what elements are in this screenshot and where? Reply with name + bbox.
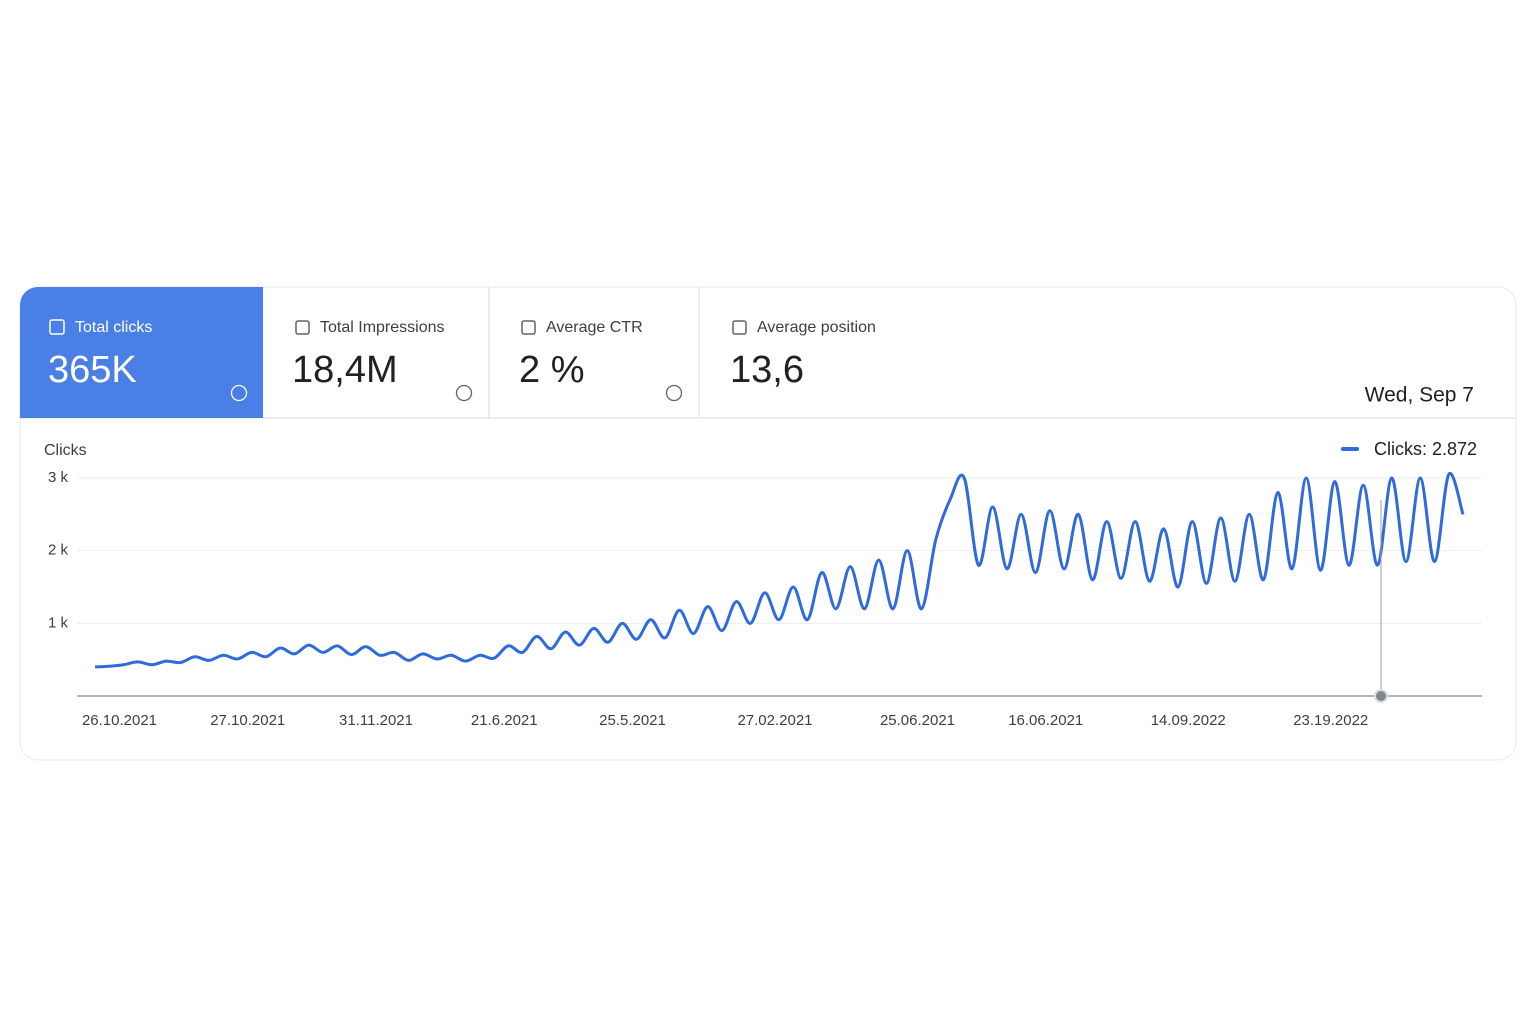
x-tick-label: 25.5.2021: [599, 712, 666, 729]
y-tick-label: 1 k: [48, 614, 69, 631]
metric-tile-selected[interactable]: [20, 287, 263, 418]
x-tick-label: 21.6.2021: [471, 712, 538, 729]
checkbox[interactable]: [521, 320, 536, 335]
x-tick-label: 25.06.2021: [880, 712, 955, 729]
metric-label: Average position: [757, 319, 876, 336]
card: [19, 286, 1517, 761]
y-tick-label: 3 k: [48, 469, 69, 486]
metric-label: Total clicks: [75, 319, 152, 336]
x-tick-label: 26.10.2021: [82, 712, 157, 729]
help-icon[interactable]: [230, 384, 248, 402]
metric-value: 365K: [48, 349, 137, 391]
checkbox[interactable]: [295, 320, 310, 335]
x-tick-label: 23.19.2022: [1293, 712, 1368, 729]
y-tick-label: 2 k: [48, 542, 69, 559]
metric-value: 18,4M: [292, 349, 398, 391]
hover-marker: [1374, 689, 1388, 703]
x-tick-label: 31.11.2021: [339, 712, 413, 729]
clicks-line: [94, 472, 1465, 669]
x-tick-label: 14.09.2022: [1151, 712, 1226, 729]
metric-label: Total Impressions: [320, 319, 445, 336]
x-tick-label: 27.02.2021: [737, 712, 812, 729]
checkbox[interactable]: [732, 320, 747, 335]
tooltip-value: Clicks: 2.872: [1374, 439, 1477, 459]
x-tick-label: 16.06.2021: [1008, 712, 1083, 729]
metric-value: 13,6: [730, 349, 804, 391]
help-icon[interactable]: [455, 384, 473, 402]
checkbox[interactable]: [49, 319, 65, 335]
y-axis-title: Clicks: [44, 442, 87, 459]
metric-value: 2 %: [519, 349, 584, 391]
x-tick-label: 27.10.2021: [210, 712, 285, 729]
metric-label: Average CTR: [546, 319, 643, 336]
help-icon[interactable]: [665, 384, 683, 402]
tooltip-date: Wed, Sep 7: [1365, 384, 1474, 407]
